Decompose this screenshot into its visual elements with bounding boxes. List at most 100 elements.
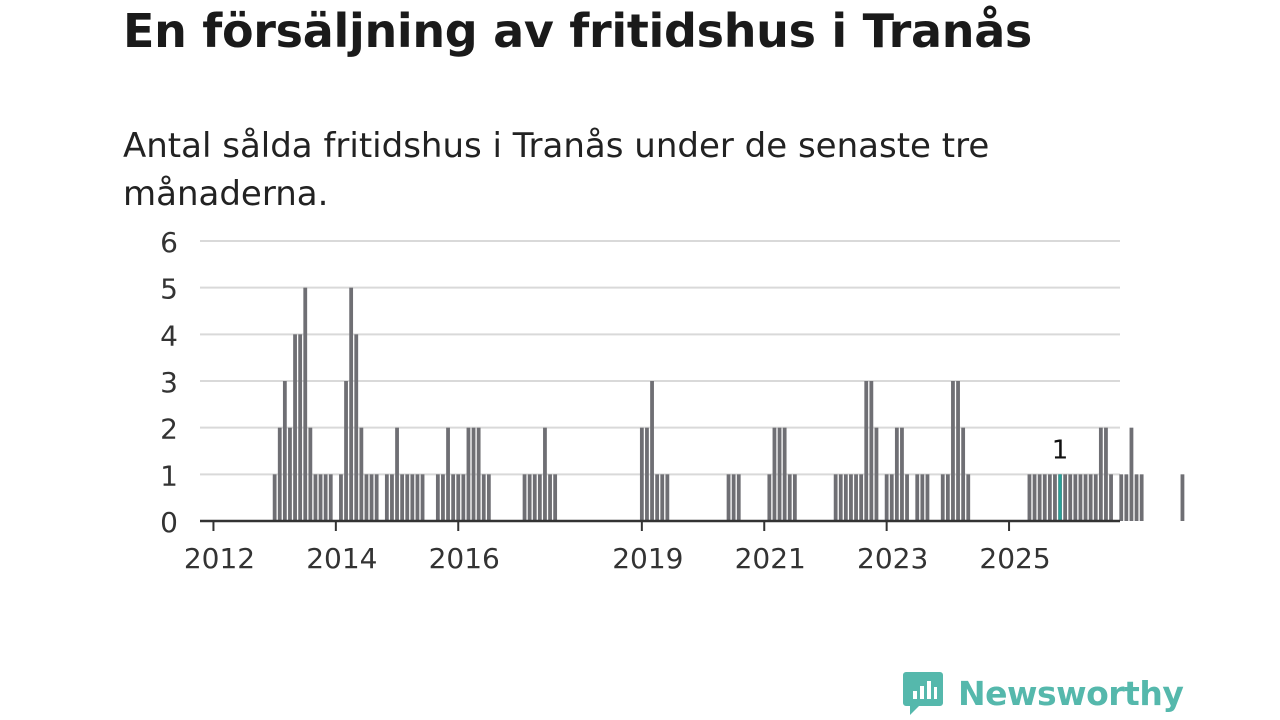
bar xyxy=(405,474,410,521)
bar xyxy=(838,474,843,521)
bar xyxy=(767,474,772,521)
bar xyxy=(884,474,889,521)
bar xyxy=(1032,474,1037,521)
highlight-bar xyxy=(1058,474,1062,521)
bar xyxy=(869,381,874,521)
bar xyxy=(323,474,328,521)
bar xyxy=(920,474,925,521)
y-axis-tick-labels: 0 1 2 3 4 5 6 xyxy=(160,226,178,539)
bar xyxy=(288,427,292,521)
bar xyxy=(435,474,440,521)
bar xyxy=(441,474,445,521)
bar xyxy=(390,474,394,521)
bar xyxy=(293,334,297,521)
bar xyxy=(1068,474,1073,521)
bar xyxy=(522,474,527,521)
bar xyxy=(527,474,532,521)
bar xyxy=(655,474,660,521)
bar xyxy=(344,381,348,521)
bar xyxy=(339,474,343,521)
bar xyxy=(308,427,313,521)
bar xyxy=(466,427,471,521)
bar xyxy=(940,474,945,521)
bar xyxy=(726,474,731,521)
bar xyxy=(864,381,869,521)
bar xyxy=(1109,474,1113,521)
bar xyxy=(859,474,864,521)
bar xyxy=(849,474,853,521)
bar xyxy=(471,427,476,521)
bar xyxy=(461,474,466,521)
bar xyxy=(369,474,374,521)
bar xyxy=(660,474,665,521)
bar xyxy=(833,474,838,521)
bar xyxy=(894,427,899,521)
bar xyxy=(410,474,415,521)
y-tick-label: 6 xyxy=(160,226,178,259)
bar xyxy=(548,474,552,521)
bar xyxy=(1129,427,1134,521)
x-tick-label: 2023 xyxy=(857,542,928,575)
bar xyxy=(537,474,542,521)
y-tick-label: 3 xyxy=(160,366,178,399)
bar xyxy=(639,427,644,521)
bar xyxy=(792,474,797,521)
bar xyxy=(787,474,792,521)
bar xyxy=(925,474,930,521)
bar xyxy=(1042,474,1047,521)
bar xyxy=(420,474,425,521)
bar xyxy=(1139,474,1144,521)
bar xyxy=(1083,474,1088,521)
annotations: 1 xyxy=(1052,435,1069,465)
bar xyxy=(553,474,558,521)
chart-subtitle: Antal sålda fritidshus i Tranås under de… xyxy=(123,126,990,214)
bar xyxy=(951,381,955,521)
bar xyxy=(1180,474,1185,521)
bar xyxy=(476,427,481,521)
bar xyxy=(1073,474,1078,521)
bar xyxy=(665,474,670,521)
bar xyxy=(374,474,379,521)
x-tick-label: 2014 xyxy=(306,542,377,575)
y-tick-label: 2 xyxy=(160,413,178,446)
bar xyxy=(1088,474,1093,521)
bar xyxy=(945,474,950,521)
bar xyxy=(854,474,858,521)
bar xyxy=(1134,474,1139,521)
data-label: 1 xyxy=(1052,435,1069,465)
x-tick-label: 2016 xyxy=(429,542,500,575)
bar xyxy=(1104,427,1108,521)
x-tick-label: 2025 xyxy=(979,542,1050,575)
y-tick-label: 5 xyxy=(160,273,178,306)
bar xyxy=(1053,474,1057,521)
bar xyxy=(889,474,894,521)
bar xyxy=(318,474,323,521)
bar xyxy=(298,334,303,521)
bar xyxy=(1093,474,1098,521)
x-axis: 2012 2014 2016 2019 2021 2023 2025 xyxy=(184,519,1120,575)
bar xyxy=(772,427,777,521)
bar xyxy=(451,474,456,521)
bar xyxy=(736,474,741,521)
bar-series xyxy=(272,287,1185,521)
brand-name: Newsworthy xyxy=(958,673,1184,713)
bar xyxy=(777,427,782,521)
bar xyxy=(1027,474,1032,521)
bar xyxy=(277,427,282,521)
bar xyxy=(1037,474,1042,521)
bar xyxy=(328,474,333,521)
bar xyxy=(272,474,277,521)
bar xyxy=(354,334,359,521)
bar xyxy=(384,474,389,521)
bar xyxy=(349,287,354,521)
bar xyxy=(1047,474,1052,521)
y-tick-label: 1 xyxy=(160,459,178,492)
bar xyxy=(1119,474,1124,521)
bar xyxy=(446,427,450,521)
bar xyxy=(532,474,537,521)
bar xyxy=(543,427,547,521)
bar xyxy=(874,427,879,521)
bar xyxy=(364,474,369,521)
bar xyxy=(395,427,399,521)
